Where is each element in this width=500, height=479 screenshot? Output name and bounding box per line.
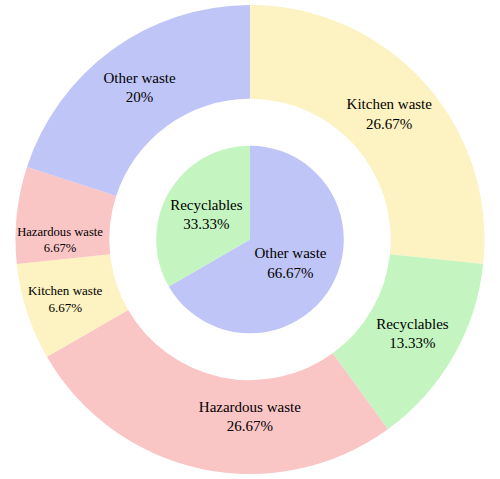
svg-text:Recyclables33.33%: Recyclables33.33%	[170, 197, 243, 233]
svg-text:Hazardous waste26.67%: Hazardous waste26.67%	[199, 399, 301, 435]
svg-text:Other waste66.67%: Other waste66.67%	[254, 245, 326, 281]
svg-text:Kitchen waste6.67%: Kitchen waste6.67%	[28, 283, 102, 315]
svg-text:Other waste20%: Other waste20%	[104, 70, 176, 106]
svg-text:Hazardous waste6.67%: Hazardous waste6.67%	[17, 225, 103, 255]
svg-text:Recyclables13.33%: Recyclables13.33%	[376, 316, 449, 352]
svg-text:Kitchen waste26.67%: Kitchen waste26.67%	[347, 96, 433, 132]
